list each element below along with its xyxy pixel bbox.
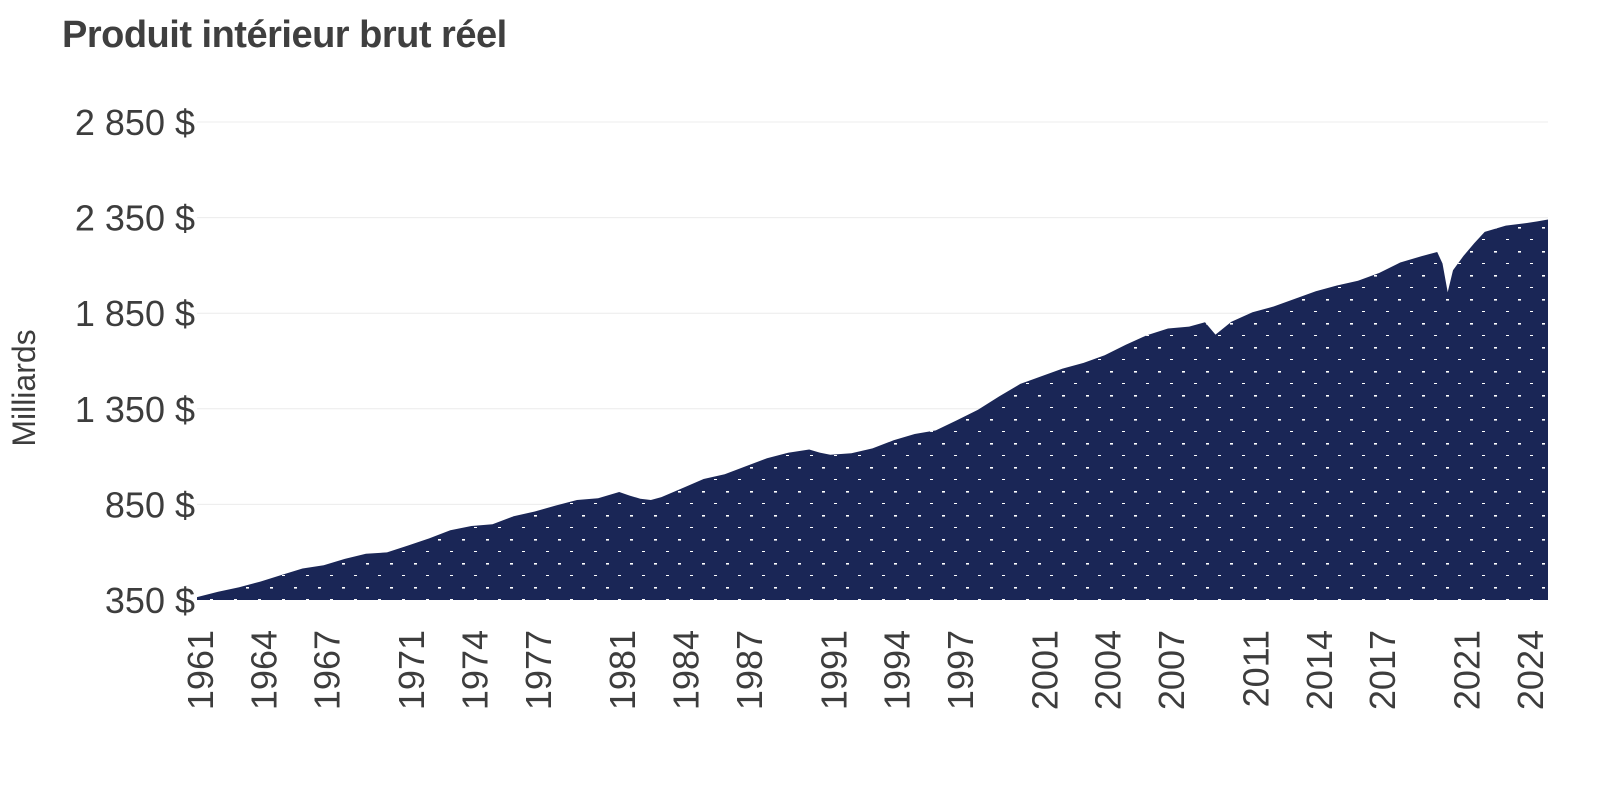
x-tick-label: 1984 — [666, 630, 707, 710]
x-tick-label: 1967 — [307, 630, 348, 710]
y-axis-title: Milliards — [6, 329, 42, 446]
x-tick-label: 1997 — [940, 630, 981, 710]
x-tick-label: 1987 — [729, 630, 770, 710]
x-tick-label: 1971 — [391, 630, 432, 710]
y-axis: 350 $ 850 $ 1 350 $ 1 850 $ 2 350 $ 2 850 $ — [75, 102, 195, 621]
x-tick-label: 2001 — [1024, 630, 1065, 710]
x-tick-label: 1974 — [454, 630, 495, 710]
x-tick-label: 1964 — [243, 630, 284, 710]
x-tick-label: 1961 — [180, 630, 221, 710]
area-series — [197, 219, 1548, 600]
x-tick-label: 2017 — [1362, 630, 1403, 710]
x-tick-label: 2024 — [1510, 630, 1551, 710]
y-tick-label: 2 350 $ — [75, 198, 195, 239]
x-tick-label: 2007 — [1151, 630, 1192, 710]
x-axis: 1961 1964 1967 1971 1974 1977 1981 1984 1987 1991… — [180, 630, 1551, 710]
chart-title: Produit intérieur brut réel — [62, 14, 507, 56]
x-tick-label: 2011 — [1235, 630, 1276, 707]
x-tick-label: 1991 — [813, 630, 854, 710]
x-tick-label: 2004 — [1088, 630, 1129, 710]
y-tick-label: 1 350 $ — [75, 389, 195, 430]
y-tick-label: 1 850 $ — [75, 293, 195, 334]
y-tick-label: 350 $ — [105, 580, 195, 621]
area-dot-pattern — [197, 219, 1548, 600]
x-tick-label: 2021 — [1447, 630, 1488, 710]
x-tick-label: 1994 — [877, 630, 918, 710]
x-tick-label: 1981 — [602, 630, 643, 710]
y-tick-label: 850 $ — [105, 484, 195, 525]
x-tick-label: 1977 — [518, 630, 559, 710]
y-tick-label: 2 850 $ — [75, 102, 195, 143]
x-tick-label: 2014 — [1299, 630, 1340, 710]
